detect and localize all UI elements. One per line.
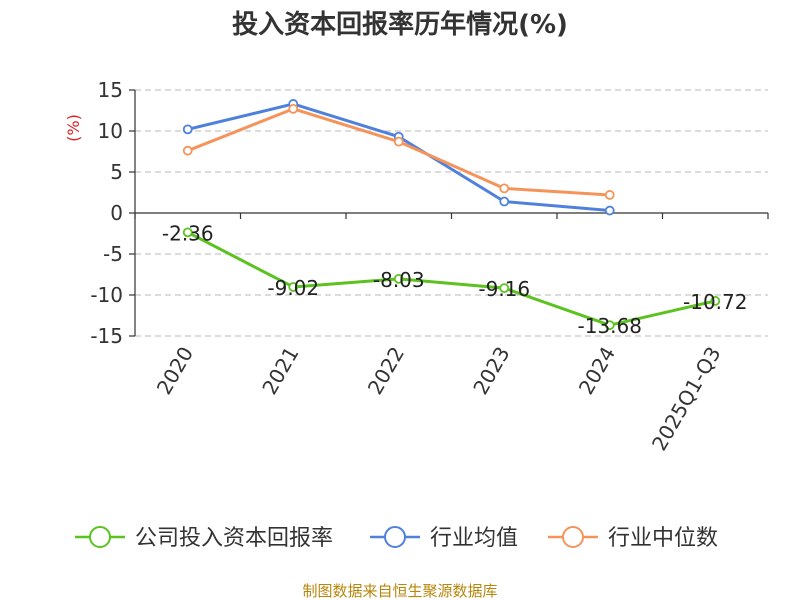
legend-label: 公司投入资本回报率 (135, 526, 333, 551)
data-label: -9.02 (267, 276, 319, 300)
x-tick-label: 2020 (152, 343, 198, 399)
x-tick-label: 2025Q1-Q3 (647, 343, 726, 455)
data-label: -2.36 (162, 221, 214, 245)
y-tick-label: 0 (110, 201, 123, 225)
y-tick-label: -10 (90, 283, 123, 307)
data-label: -8.03 (373, 268, 425, 292)
x-tick-label: 2024 (574, 343, 620, 399)
y-axis-label: (%) (64, 114, 83, 142)
data-point (604, 190, 615, 200)
data-point (604, 205, 615, 216)
data-point (499, 196, 510, 207)
series-line (187, 102, 610, 213)
data-point (710, 296, 721, 306)
y-tick-label: -15 (90, 324, 123, 348)
legend-swatch-marker (384, 526, 406, 548)
x-tick-label: 2023 (468, 343, 514, 399)
y-tick-label: 5 (110, 160, 123, 184)
data-labels: -2.36 -9.02 -8.03 -9.16 -13.68 -10.72 (162, 221, 748, 338)
data-label: -10.72 (683, 290, 747, 314)
legend-swatch-marker (562, 526, 584, 548)
data-point (499, 283, 510, 294)
data-label: -13.68 (578, 314, 642, 338)
data-point (182, 145, 193, 156)
data-point (499, 183, 510, 194)
x-tick-label: 2022 (363, 343, 409, 399)
legend-swatch-marker (89, 526, 111, 548)
data-point (182, 227, 193, 238)
legend: 公司投入资本回报率 行业均值 行业中位数 (75, 526, 718, 551)
y-tick-label: 15 (98, 78, 123, 102)
chart-title: 投入资本回报率历年情况(%) (232, 9, 568, 40)
data-point (288, 103, 299, 114)
series-line (187, 231, 716, 327)
series-line (187, 107, 610, 197)
axes: 15 10 5 0 -5 -10 -15 2020 2021 2022 2023 2024 2025Q1… (90, 78, 769, 455)
data-point (182, 124, 193, 135)
series-lines (182, 99, 721, 331)
source-note: 制图数据来自恒生聚源数据库 (302, 582, 497, 600)
legend-label: 行业中位数 (608, 526, 718, 551)
y-tick-label: -5 (103, 242, 123, 266)
data-point (604, 320, 615, 331)
data-point (288, 282, 299, 292)
data-point (393, 273, 404, 284)
data-point (393, 136, 404, 147)
legend-label: 行业均值 (430, 526, 518, 551)
y-tick-label: 10 (98, 119, 123, 143)
x-tick-label: 2021 (257, 343, 303, 399)
data-label: -9.16 (478, 277, 530, 301)
